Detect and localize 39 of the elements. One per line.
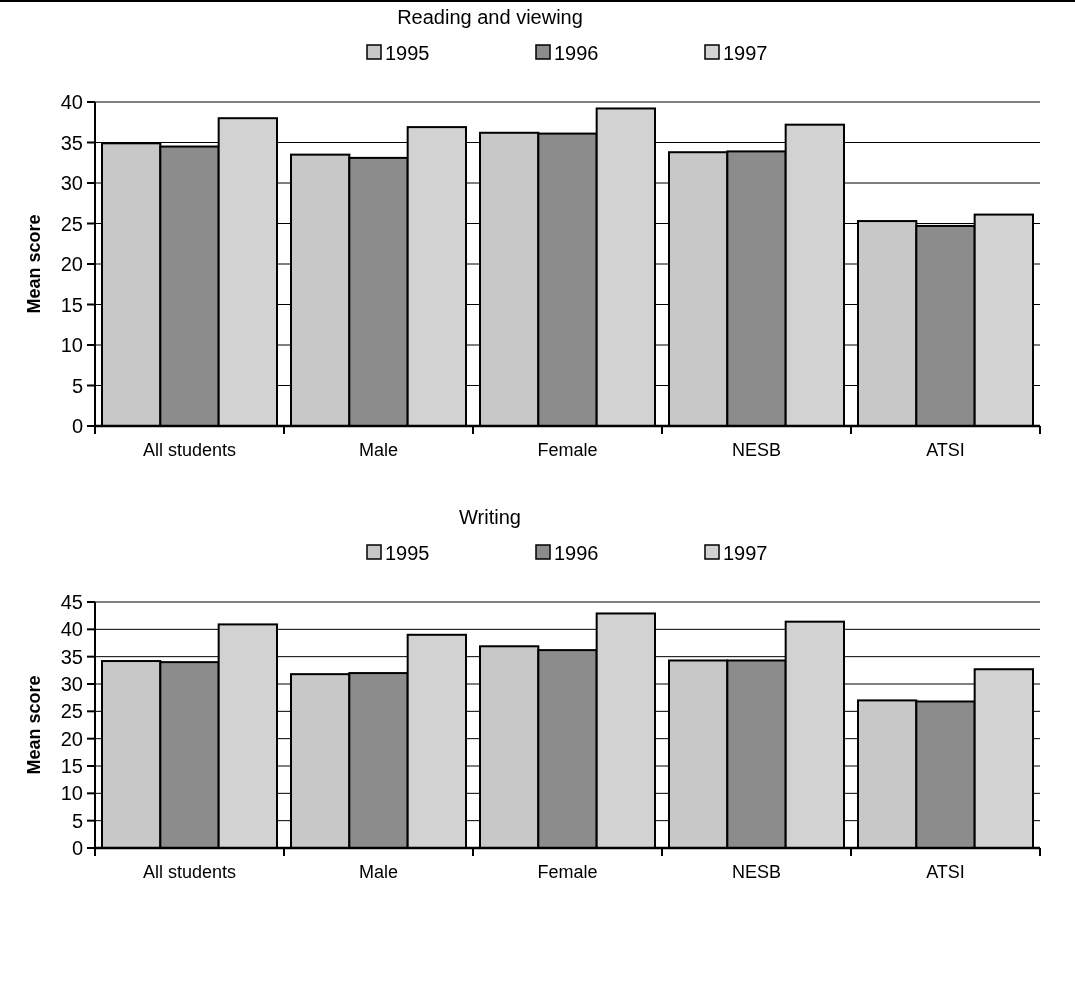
y-tick-label: 30 [60,172,83,194]
x-tick-label: Male [358,862,399,882]
y-tick-label: 5 [71,809,83,832]
y-tick-label: 20 [60,253,83,275]
x-tick-label: Female [537,440,598,460]
x-tick-label: ATSI [926,440,965,460]
legend-label: 1996 [554,42,599,64]
y-tick-label: 40 [60,91,83,113]
y-tick-label: 5 [71,374,83,397]
x-tick-label: NESB [731,862,782,882]
y-tick-label: 25 [60,212,83,235]
legend-label: 1997 [723,542,768,564]
y-tick-label: 30 [60,673,83,695]
y-tick-label: 0 [71,837,83,859]
x-tick-label: ATSI [926,862,965,882]
y-tick-label: 45 [60,591,83,613]
y-tick-label: 10 [60,782,83,805]
x-tick-label: Male [358,440,399,460]
x-tick-label: All students [142,862,237,882]
x-tick-label: Female [537,862,598,882]
chart-title: Writing [459,506,521,528]
legend-label: 1995 [385,42,430,64]
legend-label: 1997 [723,42,768,64]
y-tick-label: 35 [60,645,83,668]
y-tick-label: 15 [60,293,83,316]
y-tick-label: 40 [60,618,83,641]
legend-label: 1996 [554,542,599,564]
y-tick-label: 25 [60,700,83,723]
legend-label: 1995 [385,542,430,564]
y-tick-label: 35 [60,131,83,154]
x-tick-label: All students [142,440,237,460]
chart-title: Reading and viewing [397,6,583,28]
x-tick-label: NESB [731,440,782,460]
y-tick-label: 10 [60,334,83,356]
y-tick-label: 0 [71,415,83,437]
y-axis-title: Mean score [24,675,44,775]
y-tick-label: 20 [60,727,83,750]
y-axis-title: Mean score [24,214,44,314]
y-tick-label: 15 [60,755,83,777]
